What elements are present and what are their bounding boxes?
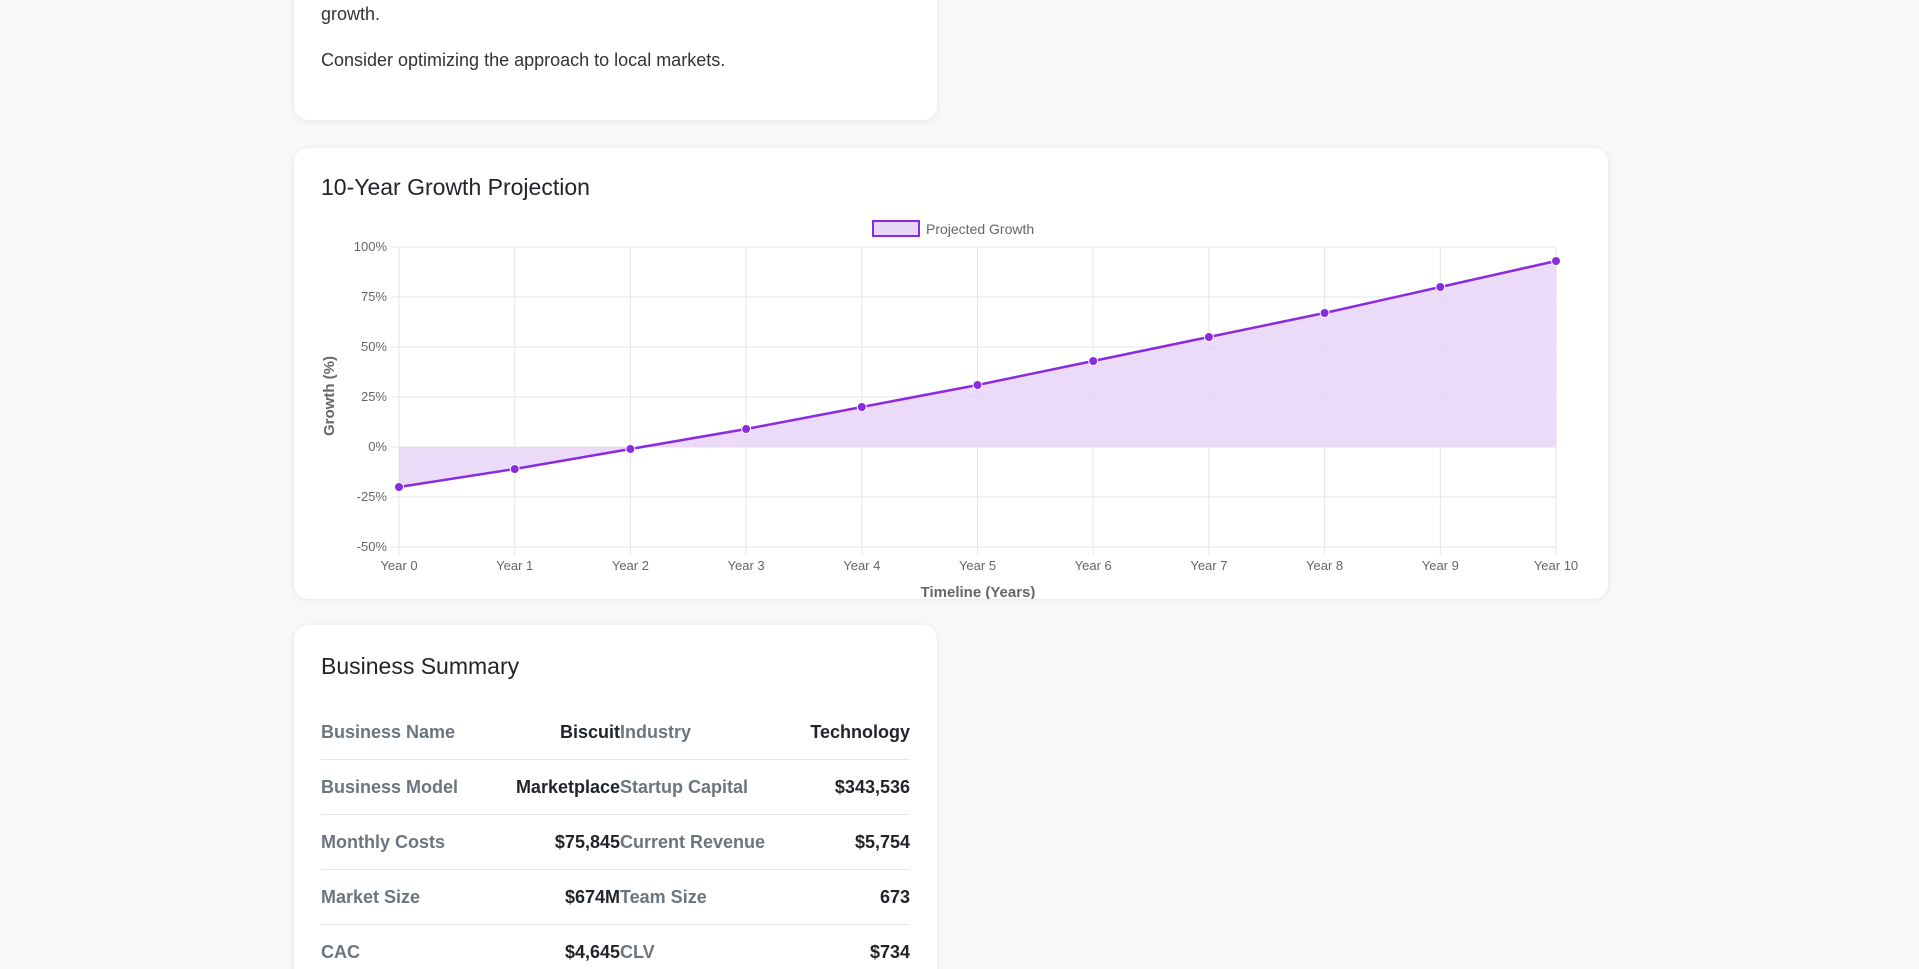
x-tick-label: Year 8 — [1306, 558, 1343, 573]
y-tick-label: 50% — [361, 339, 387, 354]
x-tick-label: Year 2 — [612, 558, 649, 573]
summary-label: Business Name — [321, 721, 456, 742]
summary-cell: Team Size 673 — [620, 870, 910, 925]
summary-value: Biscuit — [559, 721, 620, 742]
summary-row: Monthly Costs $75,845 Current Revenue $5,75… — [321, 815, 910, 870]
insight-card: growth. Consider optimizing the approach… — [294, 0, 937, 120]
data-point[interactable] — [741, 424, 752, 434]
x-tick-label: Year 6 — [1075, 558, 1112, 573]
growth-area-fill — [399, 261, 1556, 487]
summary-label: Startup Capital — [620, 776, 749, 797]
summary-cell: CLV $734 — [620, 925, 910, 969]
summary-value: $343,536 — [834, 776, 910, 797]
summary-label: Business Model — [321, 776, 459, 797]
y-tick-label: 100% — [354, 239, 388, 254]
y-tick-label: -50% — [357, 539, 388, 554]
summary-cell: Monthly Costs $75,845 — [321, 815, 620, 870]
legend-swatch[interactable] — [872, 220, 920, 237]
y-tick-label: 75% — [361, 289, 387, 304]
summary-cell: Business Model Marketplace — [321, 760, 620, 815]
data-point[interactable] — [509, 464, 520, 474]
data-point[interactable] — [856, 402, 867, 412]
y-tick-label: 25% — [361, 389, 387, 404]
y-tick-label: -25% — [357, 489, 388, 504]
business-summary-card: Business Summary Business Name Biscuit Ind… — [294, 625, 937, 969]
summary-value: Technology — [810, 721, 910, 742]
x-tick-label: Year 9 — [1422, 558, 1459, 573]
x-tick-label: Year 1 — [496, 558, 533, 573]
summary-title: Business Summary — [321, 653, 520, 679]
summary-label: CAC — [321, 941, 360, 962]
data-point[interactable] — [394, 482, 404, 492]
summary-cell: CAC $4,645 — [321, 925, 620, 969]
chart-card-title: 10-Year Growth Projection — [321, 174, 590, 200]
data-point[interactable] — [1319, 308, 1330, 318]
legend-label[interactable]: Projected Growth — [926, 221, 1034, 237]
summary-label: Industry — [620, 721, 692, 742]
x-axis-title: Timeline (Years) — [921, 584, 1036, 599]
summary-label: CLV — [620, 941, 655, 962]
data-point[interactable] — [1435, 282, 1446, 292]
summary-value: $75,845 — [554, 831, 620, 852]
data-point[interactable] — [972, 380, 983, 390]
summary-label: Market Size — [321, 886, 421, 907]
data-point[interactable] — [625, 444, 636, 454]
data-point[interactable] — [1203, 332, 1214, 342]
y-axis-title: Growth (%) — [321, 356, 338, 436]
x-tick-label: Year 10 — [1534, 558, 1578, 573]
summary-table: Business Name Biscuit Industry Technology Bu… — [321, 705, 910, 969]
y-tick-label: 0% — [368, 439, 387, 454]
data-point[interactable] — [1551, 256, 1561, 266]
data-point[interactable] — [1088, 356, 1099, 366]
summary-value: $734 — [869, 941, 910, 962]
x-tick-label: Year 5 — [959, 558, 996, 573]
summary-row: Market Size $674M Team Size 673 — [321, 870, 910, 925]
summary-label: Team Size — [620, 886, 707, 907]
summary-value: $674M — [564, 886, 620, 907]
summary-label: Monthly Costs — [321, 831, 445, 852]
x-tick-label: Year 7 — [1190, 558, 1227, 573]
growth-chart: 100% 75% 50% 25% 0% -25% -50% Year 0 Year 1 Year… — [321, 220, 1578, 599]
summary-row: Business Name Biscuit Industry Technology — [321, 705, 910, 760]
summary-value: 673 — [879, 886, 910, 907]
summary-cell: Current Revenue $5,754 — [620, 815, 910, 870]
summary-cell: Startup Capital $343,536 — [620, 760, 910, 815]
x-tick-label: Year 4 — [843, 558, 880, 573]
summary-value: Marketplace — [515, 776, 620, 797]
x-tick-label: Year 0 — [380, 558, 417, 573]
x-tick-label: Year 3 — [728, 558, 765, 573]
summary-cell: Business Name Biscuit — [321, 705, 620, 760]
summary-row: Business Model Marketplace Startup Capital… — [321, 760, 910, 815]
insight-text-line2: Consider optimizing the approach to loca… — [321, 50, 726, 70]
summary-cell: Market Size $674M — [321, 870, 620, 925]
summary-label: Current Revenue — [620, 831, 766, 852]
insight-text-line1: growth. — [321, 4, 381, 24]
summary-cell: Industry Technology — [620, 705, 910, 760]
summary-value: $5,754 — [854, 831, 910, 852]
summary-value: $4,645 — [564, 941, 620, 962]
growth-chart-card: 10-Year Growth Projection 100% 75% 50% 25% 0… — [294, 148, 1608, 599]
summary-row: CAC $4,645 CLV $734 — [321, 925, 910, 969]
